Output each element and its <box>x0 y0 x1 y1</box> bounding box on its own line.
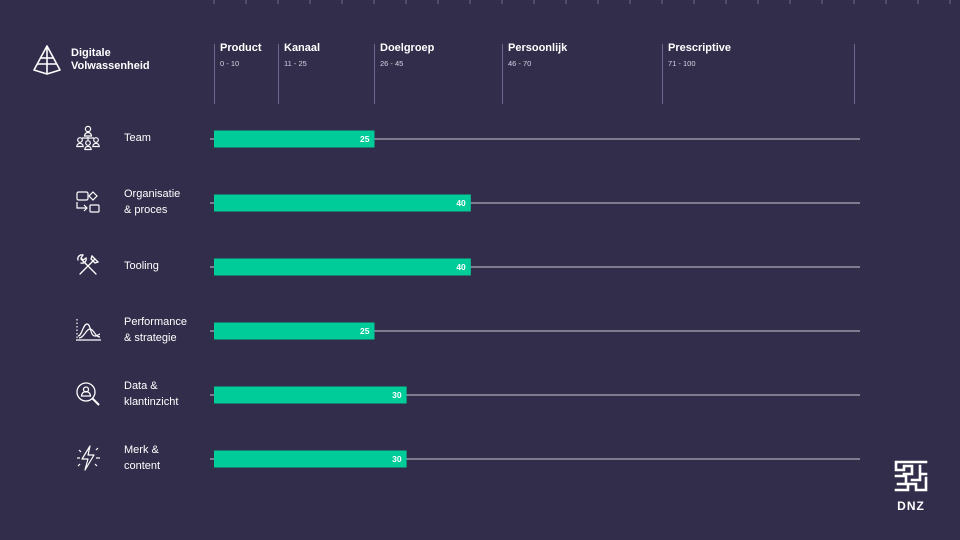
dnz-logo: DNZ <box>894 460 928 513</box>
bar-value-label: 30 <box>392 390 402 400</box>
category-label-data: Data & klantinzicht <box>124 378 214 410</box>
phase-doelgroep: Doelgroep 26 - 45 <box>380 42 434 68</box>
team-icon <box>76 125 100 151</box>
digitale-volwassenheid-logo: Digitale Volwassenheid <box>32 44 150 76</box>
bar-value-label: 40 <box>456 262 466 272</box>
phase-name: Kanaal <box>284 42 321 54</box>
phase-range: 71 - 100 <box>668 59 696 68</box>
category-label-line1: Organisatie <box>124 188 181 200</box>
phase-name: Persoonlijk <box>508 42 568 54</box>
category-label-merk: Merk & content <box>124 442 214 474</box>
category-label-tooling: Tooling <box>124 258 214 274</box>
dnz-brand-name: DNZ <box>897 499 925 513</box>
phase-persoonlijk: Persoonlijk 46 - 70 <box>508 42 567 68</box>
phase-name: Doelgroep <box>380 42 435 54</box>
category-label-team: Team <box>124 130 214 146</box>
category-label-line2: content <box>124 460 161 472</box>
logo-line-1: Digitale <box>71 47 111 59</box>
tools-icon <box>77 254 100 275</box>
phase-divider <box>214 44 215 104</box>
phase-range: 11 - 25 <box>284 59 307 68</box>
bar <box>214 450 407 468</box>
phase-range: 26 - 45 <box>380 59 404 68</box>
phase-divider <box>502 44 503 104</box>
phase-range: 46 - 70 <box>508 59 532 68</box>
phase-divider <box>854 44 855 104</box>
bar <box>214 386 407 404</box>
phase-name: Product <box>220 42 262 54</box>
bar <box>214 194 471 212</box>
phase-range: 0 - 10 <box>220 59 240 68</box>
bar-value-label: 25 <box>360 326 370 336</box>
category-label-line2: & proces <box>124 204 168 216</box>
pyramid-icon <box>33 45 61 75</box>
category-label-line1: Data & <box>124 380 158 392</box>
lightning-icon <box>77 445 100 471</box>
phase-prescriptive: Prescriptive 71 - 100 <box>668 42 731 68</box>
category-label-line1: Team <box>124 132 151 144</box>
phase-divider <box>278 44 279 104</box>
top-tick-marks <box>213 0 951 4</box>
category-label-performance: Performance & strategie <box>124 314 214 346</box>
bar <box>214 322 375 340</box>
bar <box>214 258 471 276</box>
dnz-maze-icon <box>894 460 928 492</box>
category-label-line2: klantinzicht <box>124 396 179 408</box>
bar <box>214 130 375 148</box>
process-icon <box>76 191 100 213</box>
category-label-line1: Tooling <box>124 260 159 272</box>
category-label-line1: Performance <box>124 316 187 328</box>
logo-line-2: Volwassenheid <box>71 60 150 72</box>
bar-value-label: 30 <box>392 454 402 464</box>
category-label-line2: & strategie <box>124 332 177 344</box>
phase-name: Prescriptive <box>668 42 731 54</box>
phase-product: Product 0 - 10 <box>220 42 262 68</box>
category-label-line1: Merk & <box>124 444 159 456</box>
phase-divider <box>374 44 375 104</box>
phase-kanaal: Kanaal 11 - 25 <box>284 42 320 68</box>
performance-icon <box>76 319 101 341</box>
bar-value-label: 25 <box>360 134 370 144</box>
customer-insight-icon <box>76 382 100 406</box>
bar-value-label: 40 <box>456 198 466 208</box>
phase-divider <box>662 44 663 104</box>
category-label-organisatie: Organisatie & proces <box>124 186 214 218</box>
